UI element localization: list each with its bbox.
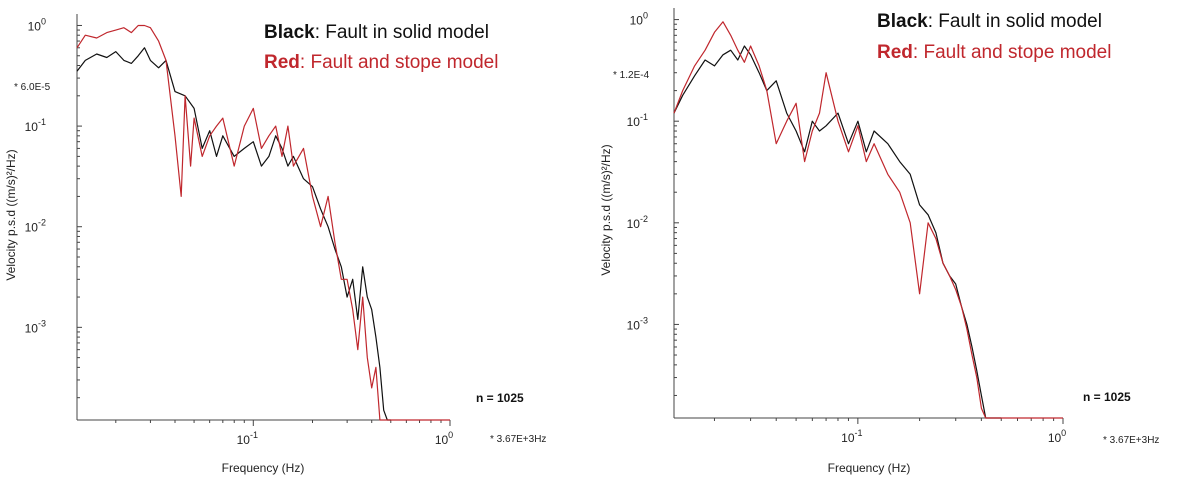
x-axis-label: Frequency (Hz) (828, 461, 911, 475)
y-tick-label: 100 (630, 11, 648, 28)
legend-entry-red: Red: Fault and stope model (264, 52, 498, 73)
y-tick-label: 10-2 (627, 214, 648, 231)
legend-entry-black: Black: Fault in solid model (877, 11, 1102, 32)
y-axis-label: Velocity p.s.d ((m/s)²/Hz) (599, 144, 613, 275)
y-tick-label: 100 (28, 16, 46, 33)
series-line-red (673, 21, 1063, 419)
x-tick-label: 10-1 (237, 430, 258, 447)
chart-right: 100 10-1 10-2 10-3 10-1 100 * 1.2E-4 * 3.67E+3H… (599, 8, 1159, 475)
y-tick-label: 10-2 (25, 218, 46, 235)
legend-entry-red: Red: Fault and stope model (877, 42, 1111, 63)
frequency-note: * 3.67E+3Hz (490, 434, 546, 445)
chart-left: 100 10-1 10-2 10-3 10-1 100 * 6.0E-5 * 3.67E+3H… (4, 14, 546, 475)
n-label: n = 1025 (476, 391, 524, 405)
scale-note: * 6.0E-5 (14, 82, 51, 93)
frequency-note: * 3.67E+3Hz (1103, 435, 1159, 446)
y-tick-label: 10-1 (627, 112, 648, 129)
series-line-black (673, 45, 1002, 419)
y-axis-label: Velocity p.s.d ((m/s)²/Hz) (4, 149, 18, 280)
x-tick-label: 10-1 (841, 428, 862, 445)
x-tick-label: 100 (1048, 428, 1066, 445)
y-tick-label: 10-1 (25, 117, 46, 134)
series-line-black (76, 47, 391, 421)
legend-entry-black: Black: Fault in solid model (264, 22, 489, 43)
scale-note: * 1.2E-4 (613, 70, 650, 81)
x-tick-label: 100 (435, 430, 453, 447)
x-axis-label: Frequency (Hz) (222, 461, 305, 475)
chart-panel-right: 100 10-1 10-2 10-3 10-1 100 * 1.2E-4 * 3.67E+3H… (590, 0, 1181, 483)
chart-panel-left: 100 10-1 10-2 10-3 10-1 100 * 6.0E-5 * 3.67E+3H… (0, 0, 590, 483)
y-tick-label: 10-3 (627, 315, 648, 332)
y-tick-label: 10-3 (25, 318, 46, 335)
n-label: n = 1025 (1083, 390, 1131, 404)
series-line-red (76, 24, 450, 421)
